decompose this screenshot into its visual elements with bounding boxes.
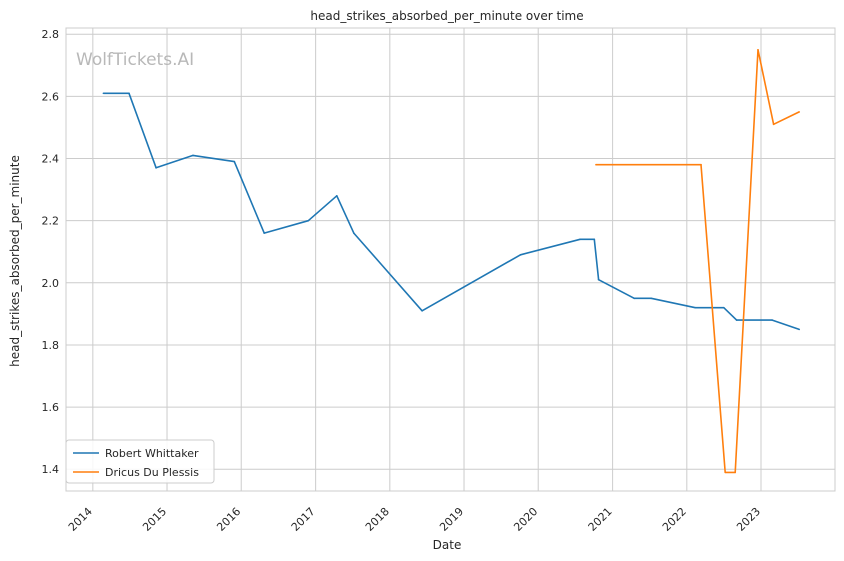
- data-point-robert-whittaker: [597, 278, 600, 281]
- y-axis-title: head_strikes_absorbed_per_minute: [8, 155, 22, 367]
- data-point-robert-whittaker: [519, 254, 522, 256]
- y-tick-label: 2.4: [42, 153, 60, 166]
- data-point-robert-whittaker: [723, 306, 725, 309]
- plot-frame: [65, 27, 836, 492]
- data-point-dricus-du-plessis: [724, 471, 727, 474]
- y-tick-label: 2.6: [42, 90, 60, 103]
- data-point-dricus-du-plessis: [772, 123, 775, 126]
- legend-label-robert-whittaker: Robert Whittaker: [105, 447, 199, 460]
- data-point-robert-whittaker: [353, 232, 355, 234]
- y-tick-label: 1.6: [42, 401, 60, 414]
- data-point-robert-whittaker: [233, 160, 236, 163]
- x-axis-title: Date: [433, 538, 462, 552]
- data-point-robert-whittaker: [579, 238, 581, 241]
- y-tick-label: 2.0: [42, 277, 60, 290]
- data-point-dricus-du-plessis: [595, 163, 597, 166]
- data-point-robert-whittaker: [694, 306, 697, 309]
- y-tick-label: 1.4: [42, 463, 60, 476]
- y-tick-label: 1.8: [42, 339, 60, 352]
- series-lines: [102, 48, 801, 474]
- legend: Robert Whittaker Dricus Du Plessis: [65, 439, 215, 484]
- data-point-robert-whittaker: [798, 328, 801, 331]
- data-point-robert-whittaker: [102, 92, 105, 95]
- legend-label-dricus-du-plessis: Dricus Du Plessis: [105, 466, 199, 479]
- chart-title: head_strikes_absorbed_per_minute over ti…: [310, 9, 583, 23]
- data-point-robert-whittaker: [421, 309, 423, 312]
- data-point-robert-whittaker: [735, 319, 738, 321]
- data-point-robert-whittaker: [192, 154, 194, 157]
- data-point-dricus-du-plessis: [798, 111, 801, 113]
- data-point-robert-whittaker: [771, 319, 773, 321]
- y-tick-label: 2.2: [42, 215, 60, 228]
- data-point-robert-whittaker: [263, 232, 265, 234]
- tick-labels: 2014 2015 2016 2017 2018 2019 2020 2021 2022 2023…: [42, 28, 764, 534]
- data-point-robert-whittaker: [650, 297, 653, 300]
- data-point-robert-whittaker: [633, 297, 635, 300]
- y-tick-label: 2.8: [42, 28, 60, 41]
- grid: [66, 28, 835, 491]
- data-point-robert-whittaker: [128, 92, 130, 95]
- data-point-dricus-du-plessis: [734, 471, 736, 474]
- data-point-robert-whittaker: [307, 219, 310, 222]
- legend-box: [65, 439, 215, 484]
- watermark-text: WolfTickets.AI: [76, 50, 194, 70]
- data-point-robert-whittaker: [593, 238, 596, 241]
- data-point-dricus-du-plessis: [700, 163, 702, 166]
- data-point-robert-whittaker: [335, 194, 338, 197]
- data-point-dricus-du-plessis: [757, 48, 759, 51]
- data-point-robert-whittaker: [155, 167, 157, 169]
